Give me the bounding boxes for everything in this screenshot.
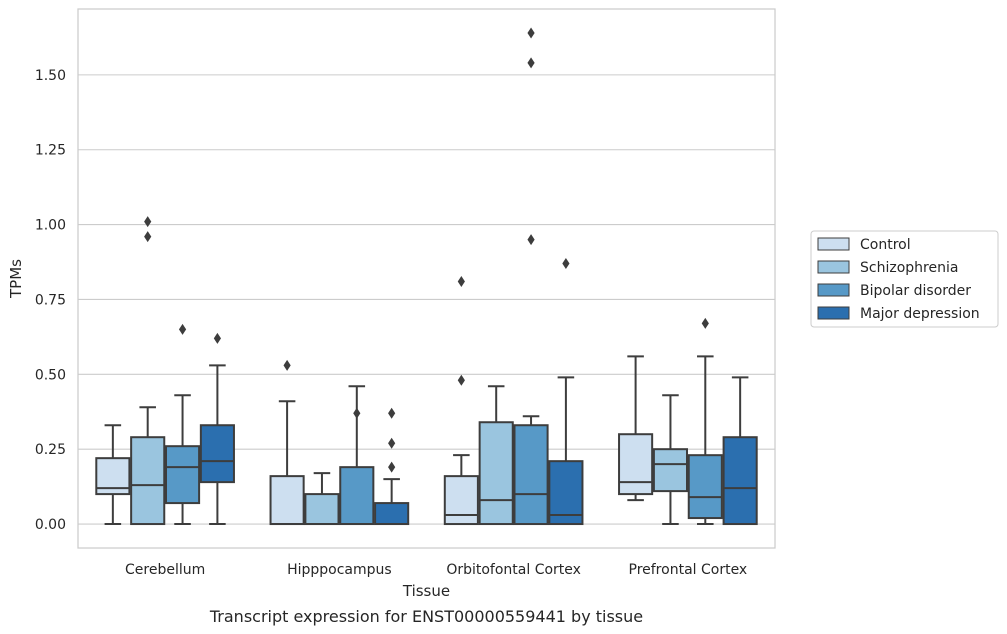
legend-frame [810,230,999,328]
box-group [95,424,131,526]
outlier-point [213,332,221,344]
outlier-point [457,275,465,287]
plot-frame [77,8,776,549]
box [548,460,584,526]
outlier-point [388,461,396,473]
box [478,421,514,526]
x-tick-label: Prefrontal Cortex [629,562,748,578]
legend-swatch [817,260,850,274]
outlier-point [178,323,187,335]
box-group [652,394,689,526]
y-tick-label: 1.25 [35,143,66,159]
outlier-point [527,27,535,39]
x-axis-ticks: Cerebellum Hipppocampus Orbitofontal Corte… [125,562,747,578]
box-group [269,359,305,526]
box-group [374,407,410,526]
box-group [687,317,723,526]
y-tick-label: 1.50 [35,68,66,84]
box-group [304,472,340,526]
box [130,436,166,526]
box [687,454,723,520]
box [722,436,758,526]
box [513,424,549,526]
box-group [164,323,201,526]
outlier-point [388,407,396,419]
box [269,475,305,526]
legend-swatch [817,306,850,320]
y-tick-label: 0.00 [35,517,66,533]
x-axis-label: Tissue [402,582,450,600]
box-group [548,258,584,526]
outlier-point [144,216,152,228]
outlier-point [457,374,465,386]
chart-title: Transcript expression for ENST0000055944… [209,607,643,626]
outlier-point [388,437,396,449]
y-tick-label: 1.00 [35,218,66,234]
outlier-point [527,234,535,246]
box-group [513,27,549,526]
box-group [478,385,514,526]
box-group [722,376,758,526]
box-group [443,275,479,526]
outlier-point [527,57,535,69]
y-tick-label: 0.50 [35,367,66,383]
outlier-point [144,231,152,243]
box-group [618,355,654,502]
box [304,493,340,526]
legend-label: Schizophrenia [860,260,958,276]
y-tick-label: 0.75 [35,292,66,308]
legend: Control Schizophrenia Bipolar disorder Majo… [810,230,999,328]
box [199,424,235,484]
legend-items: Control Schizophrenia Bipolar disorder Majo… [817,237,980,322]
box-group [130,216,166,526]
legend-label: Control [860,237,911,253]
y-axis-label: TPMs [7,259,25,299]
box [164,445,201,505]
outlier-point [701,317,709,329]
box [339,466,375,526]
boxes-layer [95,27,758,526]
box [374,502,410,526]
legend-label: Major depression [860,306,980,322]
box-group [339,385,375,526]
x-tick-label: Orbitofontal Cortex [446,562,581,578]
outlier-point [283,359,291,371]
box [652,448,689,493]
box-group [199,332,235,526]
x-tick-label: Cerebellum [125,562,205,578]
y-axis-ticks: 0.00 0.25 0.50 0.75 1.00 1.25 1.50 [35,68,66,533]
box [618,433,654,496]
box [443,475,479,526]
legend-label: Bipolar disorder [860,283,971,299]
legend-swatch [817,283,850,297]
outlier-point [353,407,361,419]
outlier-point [562,258,570,270]
x-tick-label: Hipppocampus [287,562,392,578]
legend-swatch [817,237,850,251]
y-tick-label: 0.25 [35,442,66,458]
